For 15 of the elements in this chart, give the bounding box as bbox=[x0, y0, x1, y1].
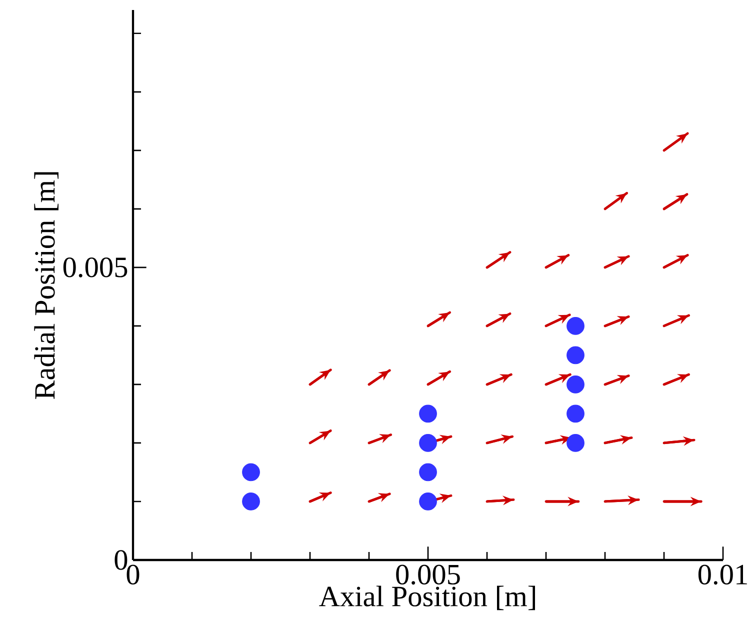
point bbox=[419, 434, 437, 452]
y-axis-title: Radial Position [m] bbox=[34, 172, 58, 400]
point bbox=[566, 434, 584, 452]
point bbox=[242, 463, 260, 482]
x-axis-title: Axial Position [m] bbox=[319, 586, 535, 610]
point bbox=[566, 317, 584, 335]
x-tick-label: 0.01 bbox=[698, 564, 747, 585]
point bbox=[419, 463, 437, 482]
point bbox=[242, 492, 260, 510]
point bbox=[566, 404, 584, 423]
point bbox=[566, 376, 584, 394]
point bbox=[566, 346, 584, 364]
point bbox=[419, 492, 437, 510]
x-tick-label: 0.005 bbox=[396, 564, 460, 585]
point bbox=[419, 404, 437, 423]
